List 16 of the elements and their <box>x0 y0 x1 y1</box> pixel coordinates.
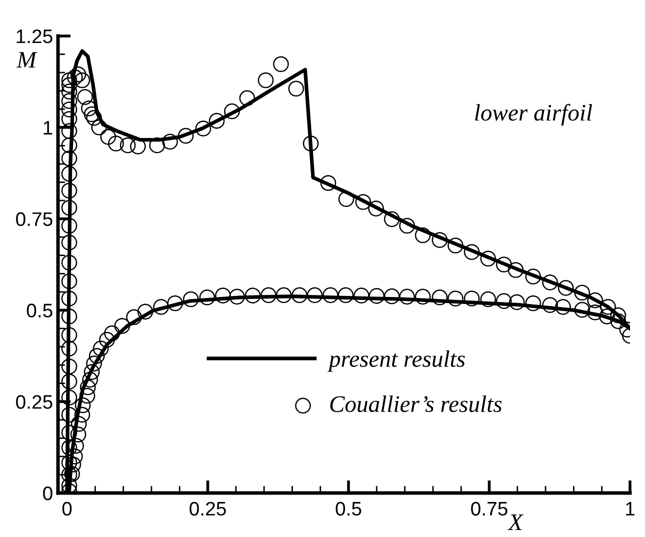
y-tick-label: 1 <box>44 121 52 134</box>
x-tick-label: 0 <box>62 502 72 516</box>
legend-label: present results <box>328 350 465 372</box>
y-tick-label: 0.25 <box>16 395 52 409</box>
x-tick-label: 0.25 <box>190 502 226 516</box>
x-axis-title: X <box>508 514 524 530</box>
y-tick-label: 1.25 <box>16 29 52 44</box>
annotation: lower airfoil <box>475 104 592 126</box>
x-tick-label: 0.5 <box>336 502 362 516</box>
y-tick-label: 0.75 <box>16 212 52 226</box>
y-axis-title: M <box>16 52 38 68</box>
y-tick-label: 0 <box>43 486 52 500</box>
y-tick-label: 0.5 <box>26 304 52 318</box>
x-tick-label: 0.75 <box>471 502 508 516</box>
x-tick-label: 1 <box>626 502 634 516</box>
legend-label: Couallier’s results <box>330 396 502 412</box>
